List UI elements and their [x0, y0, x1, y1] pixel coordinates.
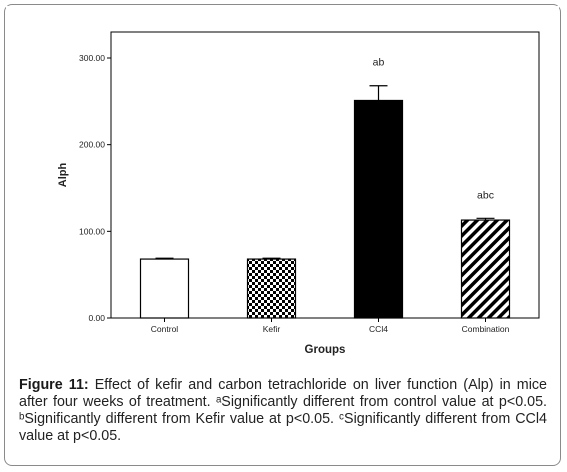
y-tick-label: 300.00	[79, 53, 105, 63]
figure-frame: 0.00 100.00 200.00 300.00 Alph Control Kefir ab…	[4, 4, 561, 466]
bar-1	[139, 258, 190, 319]
x-tick-label: Kefir	[263, 324, 281, 334]
y-tick-label: 100.00	[79, 226, 105, 236]
x-tick-label: Control	[151, 324, 179, 334]
caption-text: Effect of kefir and carbon tetrachloride…	[19, 377, 547, 444]
bar-2	[246, 258, 297, 319]
bar-chart: 0.00 100.00 200.00 300.00 Alph Control Kefir ab…	[57, 31, 540, 356]
y-axis-label: Alph	[57, 163, 69, 188]
x-tick-label: CCl4	[369, 324, 388, 334]
chart-panel: 0.00 100.00 200.00 300.00 Alph Control Kefir ab…	[6, 6, 559, 370]
figure-caption: Figure 11: Effect of kefir and carbon te…	[19, 377, 547, 445]
x-tick-label: Combination	[462, 324, 510, 334]
bar-annotation-4: abc	[477, 189, 494, 201]
bar-3	[353, 99, 404, 319]
bar-annotation-3: ab	[373, 57, 385, 69]
bar-4	[460, 219, 511, 319]
caption-label: Figure 11:	[19, 377, 89, 393]
x-axis-label: Groups	[305, 344, 346, 356]
y-tick-label: 0.00	[88, 313, 105, 323]
y-tick-label: 200.00	[79, 140, 105, 150]
plot-area-border	[110, 31, 540, 319]
